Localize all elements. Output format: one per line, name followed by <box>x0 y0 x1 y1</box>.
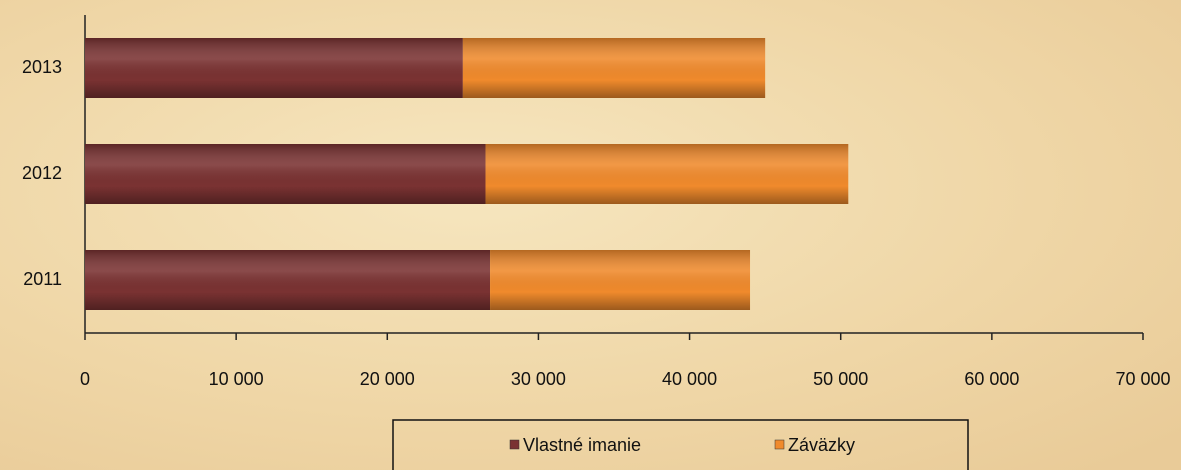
legend-swatch <box>509 439 520 450</box>
x-tick-label: 20 000 <box>360 369 415 389</box>
bar-shade <box>85 250 491 310</box>
legend-label: Záväzky <box>788 435 855 455</box>
x-tick-label: 0 <box>80 369 90 389</box>
legend-swatch <box>774 439 785 450</box>
x-tick-label: 50 000 <box>813 369 868 389</box>
x-tick-label: 60 000 <box>964 369 1019 389</box>
y-tick-label: 2013 <box>22 57 62 77</box>
bar-shade <box>462 38 766 98</box>
x-tick-label: 10 000 <box>209 369 264 389</box>
x-tick-label: 40 000 <box>662 369 717 389</box>
legend-box <box>392 419 969 470</box>
legend-label: Vlastné imanie <box>523 435 641 455</box>
bar-shade <box>490 250 751 310</box>
x-tick-label: 30 000 <box>511 369 566 389</box>
y-tick-label: 2012 <box>22 163 62 183</box>
bar-shade <box>85 38 463 98</box>
y-tick-label: 2011 <box>23 269 62 289</box>
bar-shade <box>85 144 486 204</box>
x-tick-label: 70 000 <box>1115 369 1170 389</box>
bar-shade <box>485 144 849 204</box>
